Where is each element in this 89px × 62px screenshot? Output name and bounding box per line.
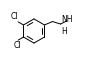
Text: Cl: Cl xyxy=(10,12,18,21)
Text: NH: NH xyxy=(61,15,72,24)
Text: H: H xyxy=(61,27,67,36)
Text: Cl: Cl xyxy=(14,41,21,50)
